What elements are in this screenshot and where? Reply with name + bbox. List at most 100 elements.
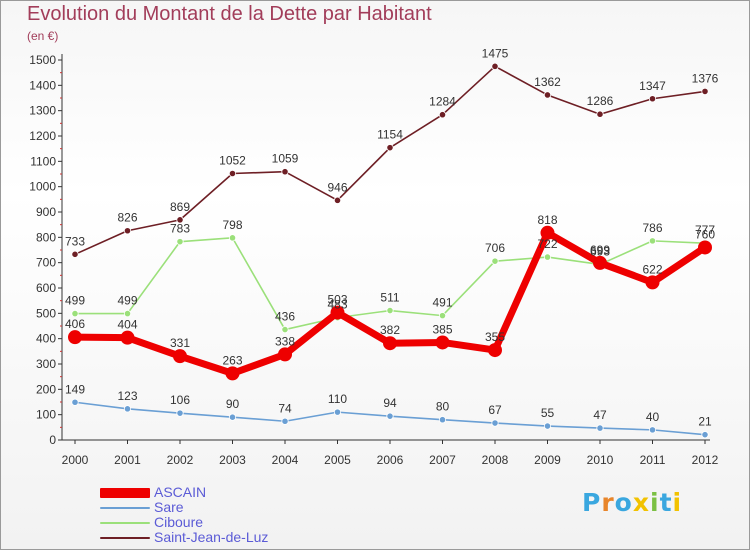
legend-swatch	[100, 507, 150, 509]
y-tick-label: 1500	[29, 53, 56, 67]
proxiti-logo: Proxiti	[582, 488, 682, 517]
y-tick-label: 600	[36, 281, 56, 295]
data-label: 404	[117, 318, 137, 332]
y-tick-label: 1200	[29, 129, 56, 143]
data-label: 94	[383, 396, 397, 410]
data-point	[435, 335, 450, 350]
data-label: 80	[436, 400, 450, 414]
data-label: 106	[170, 393, 190, 407]
data-point	[333, 408, 342, 416]
data-label: 436	[275, 310, 295, 324]
data-point	[645, 275, 660, 290]
data-point	[330, 305, 345, 320]
data-label: 338	[275, 334, 295, 348]
data-label: 1154	[377, 128, 403, 142]
data-point	[701, 431, 709, 439]
y-tick-label: 200	[36, 382, 56, 396]
data-label: 499	[65, 294, 85, 308]
y-tick-label: 1300	[29, 104, 56, 118]
logo-letter: o	[614, 488, 633, 517]
data-point	[596, 424, 604, 432]
legend-swatch	[100, 522, 150, 524]
data-label: 499	[117, 294, 137, 308]
logo-letter: r	[601, 488, 615, 517]
data-point	[123, 309, 132, 318]
y-tick-label: 100	[36, 408, 56, 422]
labels-ciboure: 499 499 783 798 436 483 511 491 706 722 693 786 777	[65, 218, 715, 324]
data-point	[488, 343, 502, 358]
x-tick-label: 2000	[62, 453, 89, 467]
data-point	[698, 240, 712, 255]
data-point	[386, 306, 394, 315]
data-label: 483	[327, 298, 347, 312]
labels-saint-jean-de-luz: 733 826 869 1052 1059 946 1154 1284 1475 1362 1286…	[65, 46, 719, 248]
data-label: 55	[541, 406, 555, 420]
y-tick-label: 1400	[29, 78, 56, 92]
x-tick-label: 2012	[692, 453, 719, 467]
x-tick-label: 2004	[272, 453, 299, 467]
data-label: 706	[485, 241, 505, 255]
data-label: 406	[65, 317, 85, 331]
data-label: 946	[327, 180, 347, 194]
series-line	[75, 237, 706, 331]
data-point	[540, 225, 555, 240]
data-label: 722	[537, 237, 557, 251]
series-ascain	[68, 225, 712, 381]
data-point	[386, 412, 394, 420]
chart-unit-label: (en €)	[27, 29, 59, 43]
data-point	[71, 398, 79, 406]
data-label: 1284	[429, 95, 456, 109]
series-ciboure	[71, 234, 709, 334]
data-label: 149	[65, 382, 85, 396]
y-tick-label: 500	[36, 306, 56, 320]
data-point	[281, 168, 289, 176]
data-label: 1347	[639, 79, 666, 93]
data-label: 760	[695, 227, 715, 241]
data-label: 777	[695, 223, 715, 237]
data-point	[71, 309, 79, 318]
data-point	[176, 216, 184, 224]
series-saint-jean-de-luz	[71, 62, 709, 258]
y-tick-label: 1000	[29, 180, 56, 194]
data-point	[176, 238, 184, 246]
legend-label: ASCAIN	[154, 484, 207, 500]
x-tick-label: 2007	[429, 453, 456, 467]
data-point	[491, 62, 499, 70]
data-label: 1362	[534, 75, 561, 89]
data-label: 1052	[219, 153, 246, 167]
logo-letter: P	[582, 488, 602, 517]
legend-swatch	[100, 537, 150, 539]
data-label: 1059	[272, 152, 299, 166]
data-label: 67	[488, 403, 502, 417]
data-point	[333, 196, 342, 204]
series-sare	[71, 398, 709, 439]
legend-label: Saint-Jean-de-Luz	[154, 529, 269, 545]
data-point	[648, 95, 657, 103]
x-tick-label: 2009	[534, 453, 561, 467]
data-label: 503	[327, 293, 347, 307]
y-tick-label: 900	[36, 205, 56, 219]
x-tick-label: 2011	[640, 453, 666, 467]
data-label: 1475	[482, 46, 509, 60]
data-label: 21	[698, 415, 712, 429]
data-point	[278, 347, 292, 362]
x-tick-label: 2008	[482, 453, 509, 467]
chart-title: Evolution du Montant de la Dette par Hab…	[27, 3, 432, 25]
data-point	[543, 422, 552, 430]
data-point	[383, 336, 397, 351]
logo-letter: x	[632, 488, 650, 517]
data-label: 786	[642, 221, 662, 235]
legend-label: Sare	[154, 499, 184, 515]
data-point	[701, 87, 709, 96]
data-point	[386, 144, 394, 152]
y-tick-label: 1100	[30, 154, 56, 168]
data-label: 818	[537, 213, 557, 227]
data-point	[491, 419, 499, 427]
data-label: 331	[170, 336, 190, 350]
data-point	[543, 91, 552, 99]
legend-label: Ciboure	[154, 514, 204, 530]
data-label: 382	[380, 323, 400, 337]
data-point	[281, 417, 289, 425]
y-tick-label: 0	[49, 433, 56, 447]
